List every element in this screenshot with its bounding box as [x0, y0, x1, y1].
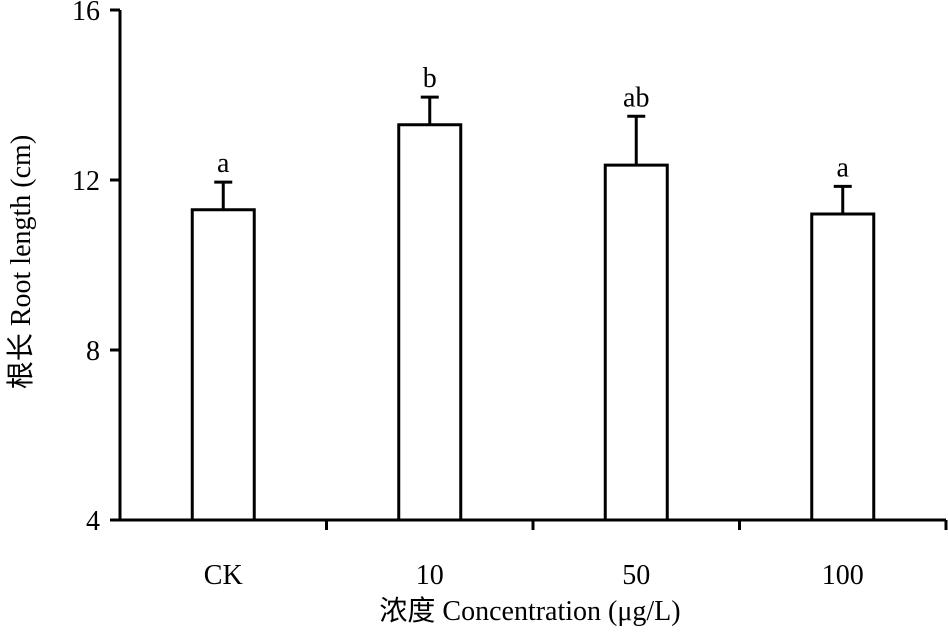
bar [190, 208, 256, 522]
bar [397, 123, 463, 522]
x-axis-title: 浓度 Concentration (μg/L) [379, 595, 680, 627]
y-tick-label: 4 [86, 506, 100, 537]
significance-letter: a [217, 148, 230, 179]
x-tick-label: 50 [622, 560, 650, 591]
error-bars-layer [214, 95, 852, 214]
y-ticks-layer: 4 8 12 16 [72, 0, 120, 537]
y-tick-label: 16 [72, 0, 100, 27]
bar [810, 212, 876, 522]
x-tick-label: 100 [822, 560, 864, 591]
bars-layer [190, 123, 876, 522]
significance-letter: ab [623, 82, 649, 113]
x-ticks-layer: CK 10 50 100 [204, 520, 948, 591]
y-tick-label: 8 [86, 336, 100, 367]
y-axis-title: 根长 Root length (cm) [5, 135, 37, 389]
x-tick-label: 10 [416, 560, 444, 591]
y-tick-label: 12 [72, 166, 100, 197]
significance-letter: a [837, 152, 850, 183]
x-tick-label: CK [204, 560, 243, 591]
significance-letter: b [423, 63, 437, 94]
bar [603, 163, 669, 522]
